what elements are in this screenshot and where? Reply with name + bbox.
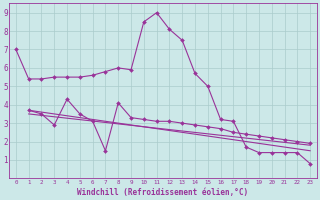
X-axis label: Windchill (Refroidissement éolien,°C): Windchill (Refroidissement éolien,°C) xyxy=(77,188,249,197)
